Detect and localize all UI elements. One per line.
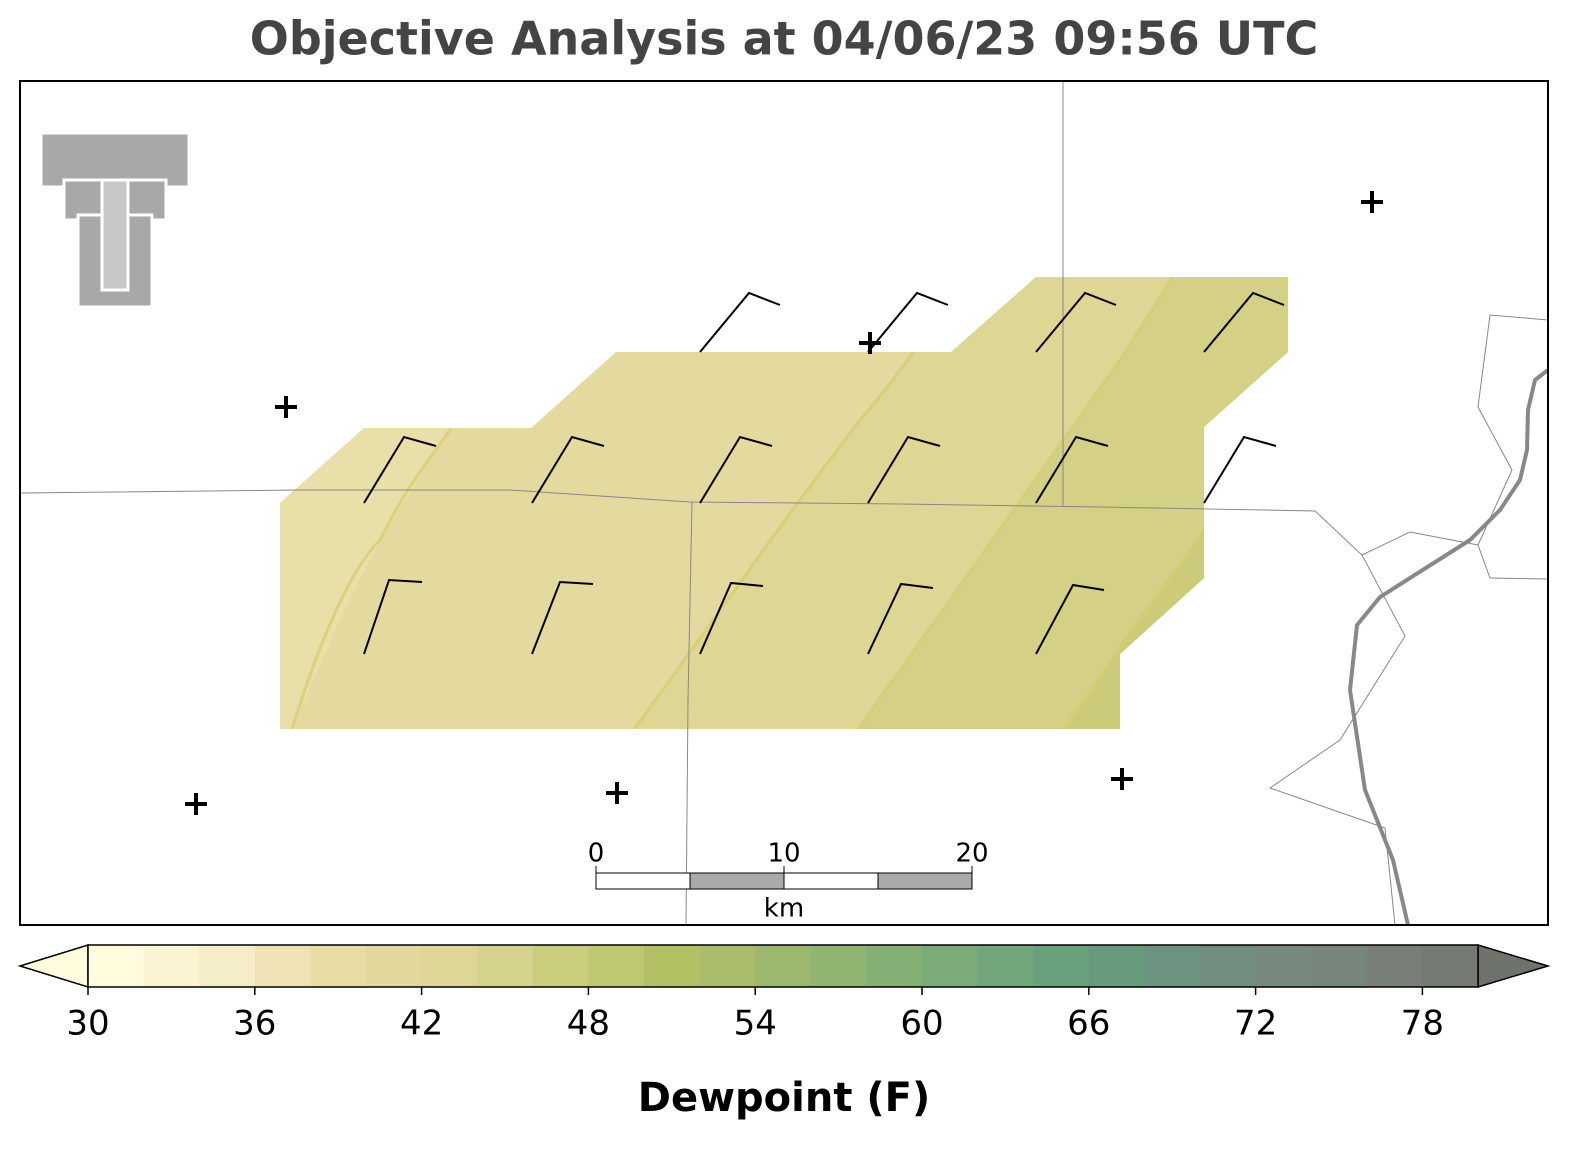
colorbar-bin <box>1088 945 1145 987</box>
scale-unit: km <box>764 894 804 924</box>
colorbar-bin <box>421 945 478 987</box>
colorbar-bin <box>143 945 200 987</box>
colorbar-tick-label: 48 <box>567 1004 610 1044</box>
colorbar-tick-label: 30 <box>66 1004 109 1044</box>
colorbar-bin <box>699 945 756 987</box>
colorbar-bin <box>1366 945 1423 987</box>
colorbar-bin <box>1200 945 1257 987</box>
colorbar-over <box>1477 943 1551 989</box>
colorbar-under <box>17 943 89 989</box>
colorbar-bin <box>310 945 367 987</box>
colorbar-bin <box>477 945 534 987</box>
colorbar-bin <box>1144 945 1201 987</box>
scale-segment <box>689 872 785 890</box>
colorbar-tick-label: 36 <box>233 1004 276 1044</box>
colorbar-bin <box>199 945 256 987</box>
scale-bar: 0 10 20 km <box>588 839 989 924</box>
scale-tick-label: 20 <box>955 839 988 869</box>
colorbar-bin <box>366 945 423 987</box>
colorbar-bin <box>88 945 145 987</box>
colorbar-bin <box>810 945 867 987</box>
colorbar-outline <box>87 944 1479 988</box>
colorbar-bin <box>922 945 979 987</box>
colorbar-tick-label: 54 <box>734 1004 777 1044</box>
colorbar-bin <box>1033 945 1090 987</box>
colorbar-tick-label: 42 <box>400 1004 443 1044</box>
colorbar-tick-label: 72 <box>1234 1004 1277 1044</box>
colorbar-bin <box>254 945 311 987</box>
title: Objective Analysis at 04/06/23 09:56 UTC <box>250 12 1319 66</box>
colorbar-tick-label: 78 <box>1401 1004 1444 1044</box>
colorbar-bin <box>1255 945 1312 987</box>
map <box>20 81 1548 925</box>
scale-segment <box>783 872 879 890</box>
scale-segment <box>595 872 691 890</box>
wind-barbs <box>363 291 1285 655</box>
scale-tick-label: 0 <box>588 839 605 869</box>
scale-tick-label: 10 <box>767 839 800 869</box>
colorbar: 30 36 42 48 54 60 66 72 78 <box>17 943 1551 1044</box>
colorbar-bin <box>1422 945 1479 987</box>
colorbar-bin <box>1311 945 1368 987</box>
colorbar-bin <box>644 945 701 987</box>
colorbar-tick-label: 60 <box>900 1004 943 1044</box>
stations <box>185 191 1383 815</box>
colorbar-bin <box>866 945 923 987</box>
frame <box>19 80 1549 926</box>
colorbar-bin <box>588 945 645 987</box>
colorbar-label: Dewpoint (F) <box>638 1075 931 1121</box>
colorbar-tick-label: 66 <box>1067 1004 1110 1044</box>
colorbar-bin <box>977 945 1034 987</box>
scale-segment <box>877 872 973 890</box>
colorbar-bin <box>532 945 589 987</box>
colorbar-bin <box>755 945 812 987</box>
logo <box>39 131 191 309</box>
